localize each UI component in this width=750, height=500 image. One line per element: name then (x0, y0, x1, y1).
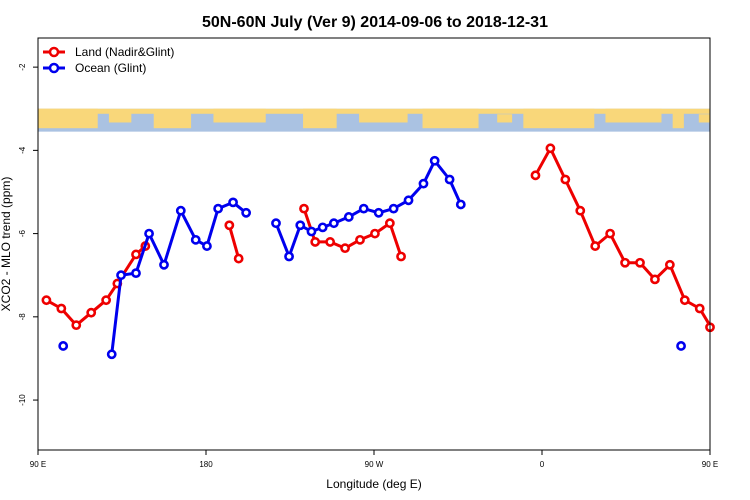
series-ocean-point (131, 268, 141, 279)
series-ocean-point (418, 178, 429, 189)
series-ocean-point (144, 228, 154, 239)
series-ocean-point (444, 174, 455, 185)
series-ocean-point (317, 222, 328, 233)
series-ocean-point (241, 207, 252, 218)
y-tick-label: -10 (18, 394, 27, 406)
series-land-point (41, 295, 52, 306)
series-ocean-point (106, 349, 117, 360)
series-land-point (56, 303, 67, 314)
series-ocean-point (190, 234, 201, 245)
y-tick-label: -8 (18, 313, 27, 321)
series-ocean-point (295, 220, 306, 231)
legend-land-label: Land (Nadir&Glint) (75, 45, 174, 59)
series-ocean-point (455, 199, 466, 210)
series-ocean-point (228, 197, 238, 208)
legend: Land (Nadir&Glint) Ocean (Glint) (43, 45, 174, 75)
series-land-point (530, 170, 541, 181)
map-land (38, 108, 710, 114)
map-land (672, 112, 684, 129)
series-land-point (664, 259, 675, 270)
series-land-point (650, 274, 660, 285)
series-land-point (340, 243, 350, 254)
series-land-point (679, 295, 690, 306)
series-land-point (86, 307, 97, 318)
map-land (698, 114, 710, 123)
series-land-point (384, 218, 395, 229)
series-land-point (396, 251, 406, 262)
x-tick-label: 180 (199, 460, 213, 469)
x-tick-label: 90 E (702, 460, 718, 469)
series-ocean-point (116, 270, 126, 281)
series-ocean-point (306, 226, 317, 237)
series-ocean-point (429, 155, 440, 166)
y-tick-label: -4 (18, 146, 27, 154)
series-ocean-point (58, 341, 69, 351)
plot-frame (37, 37, 711, 451)
series-land-point (131, 249, 141, 260)
tick-layer: 90 E 180 90 W 0 90 E -2 -4 -6 -8 -10 (18, 63, 718, 469)
y-tick-label: -2 (18, 63, 27, 71)
series-land-point (325, 237, 336, 247)
y-tick-label: -6 (18, 229, 27, 237)
series-ocean (58, 155, 686, 360)
legend-ocean-label: Ocean (Glint) (75, 61, 146, 75)
series-land (41, 143, 715, 333)
map-land (153, 112, 192, 129)
series-ocean-point (373, 207, 384, 218)
series-ocean-point (388, 203, 399, 214)
series-ocean-point (202, 241, 212, 251)
series-land-point (224, 220, 235, 231)
map-land (497, 114, 513, 123)
series-land-point (605, 228, 616, 239)
series-land-point (635, 257, 645, 268)
series-ocean-point (676, 341, 686, 351)
series-land-point (233, 253, 244, 264)
series-ocean-point (175, 205, 186, 216)
legend-land-marker (48, 46, 60, 58)
world-map-band (38, 108, 710, 132)
series-land-point (310, 237, 321, 247)
series-ocean-point (284, 251, 294, 262)
series-land-point (620, 257, 630, 268)
series-ocean-point (159, 259, 169, 270)
series-land-point (71, 320, 82, 331)
y-axis-label: XCO2 - MLO trend (ppm) (0, 177, 13, 312)
series-land-point (545, 143, 556, 154)
map-land (108, 110, 132, 123)
chart-title: 50N-60N July (Ver 9) 2014-09-06 to 2018-… (202, 14, 548, 31)
x-tick-label: 90 E (30, 460, 46, 469)
series-land-point (370, 228, 380, 239)
series-land-point (101, 295, 112, 306)
series-ocean-point (403, 195, 414, 206)
x-tick-label: 90 W (365, 460, 384, 469)
series-land-line (227, 224, 241, 260)
series-layer (41, 143, 715, 360)
x-tick-label: 0 (540, 460, 545, 469)
map-land (359, 110, 408, 123)
series-ocean-point (328, 218, 339, 229)
series-ocean-point (343, 212, 354, 222)
series-land-point (694, 303, 705, 314)
series-land-point (299, 203, 309, 214)
series-land-point (575, 205, 586, 216)
series-land-point (590, 241, 601, 251)
series-ocean-point (213, 203, 224, 214)
series-ocean-point (358, 203, 369, 214)
x-axis-label: Longitude (deg E) (326, 477, 421, 491)
series-ocean-point (271, 218, 281, 229)
series-land-point (560, 174, 571, 185)
series-land-point (355, 234, 365, 245)
legend-ocean-marker (48, 62, 60, 74)
